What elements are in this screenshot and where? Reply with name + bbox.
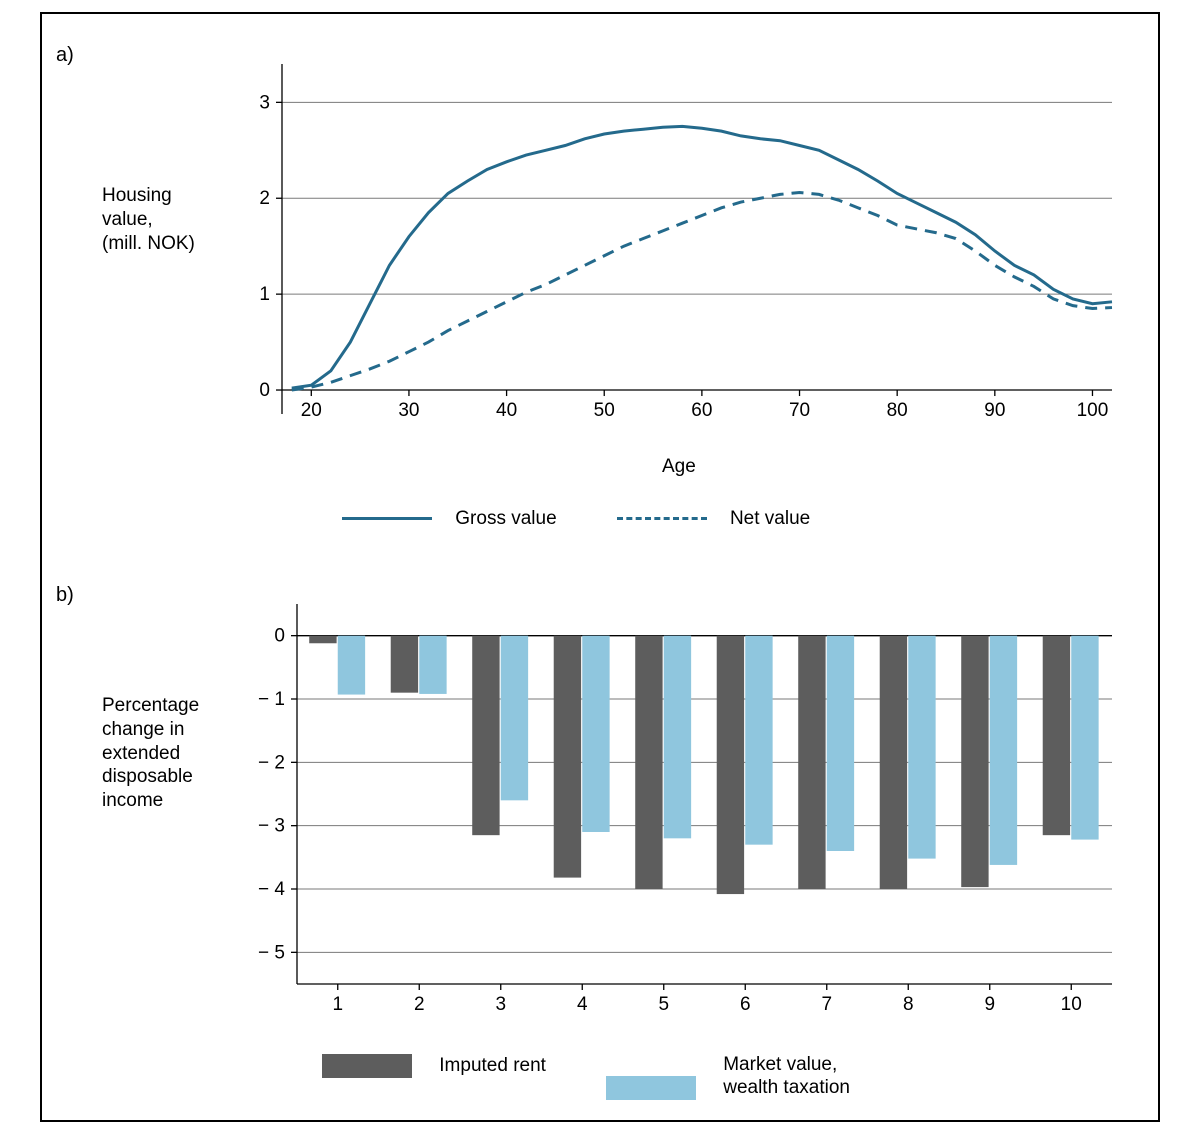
y-axis-line: extended	[102, 742, 199, 766]
svg-text:20: 20	[301, 400, 322, 421]
svg-text:10: 10	[1061, 994, 1082, 1015]
panel-b-bar-chart: 0− 1− 2− 3− 4− 512345678910	[242, 594, 1122, 984]
y-axis-line: (mill. NOK)	[102, 232, 195, 256]
legend-line-dashed-icon	[617, 517, 707, 520]
y-axis-line: value,	[102, 208, 195, 232]
svg-text:0: 0	[274, 626, 285, 647]
svg-text:2: 2	[259, 188, 270, 209]
legend-line-solid-icon	[342, 517, 432, 520]
svg-text:2: 2	[414, 994, 425, 1015]
legend-swatch-icon	[606, 1076, 696, 1100]
panel-b-label: b)	[56, 584, 74, 607]
svg-text:− 2: − 2	[258, 752, 285, 773]
svg-text:9: 9	[984, 994, 995, 1015]
svg-text:70: 70	[789, 400, 810, 421]
svg-text:− 1: − 1	[258, 689, 285, 710]
page: a) b) Housing value, (mill. NOK) 0123203…	[0, 0, 1200, 1136]
figure-frame: a) b) Housing value, (mill. NOK) 0123203…	[40, 12, 1160, 1122]
legend-label-line: wealth taxation	[723, 1077, 850, 1098]
svg-text:0: 0	[259, 380, 270, 401]
svg-text:1: 1	[259, 284, 270, 305]
legend-label: Gross value	[455, 508, 556, 529]
panel-a-x-axis-title: Age	[662, 456, 696, 478]
svg-text:80: 80	[887, 400, 908, 421]
panel-b-legend: Imputed rent Market value, wealth taxati…	[322, 1054, 1102, 1104]
panel-a-label: a)	[56, 44, 74, 67]
legend-label: Imputed rent	[439, 1055, 546, 1076]
svg-text:− 4: − 4	[258, 879, 285, 900]
panel-a-legend: Gross value Net value	[342, 504, 942, 534]
svg-text:30: 30	[398, 400, 419, 421]
panel-a-line-chart: 01232030405060708090100	[242, 54, 1122, 414]
legend-item-net: Net value	[617, 508, 811, 530]
svg-text:3: 3	[495, 994, 506, 1015]
svg-text:5: 5	[658, 994, 669, 1015]
svg-text:100: 100	[1077, 400, 1109, 421]
svg-text:90: 90	[984, 400, 1005, 421]
legend-label-line: Market value,	[723, 1054, 837, 1075]
svg-text:− 5: − 5	[258, 942, 285, 963]
svg-text:1: 1	[332, 994, 343, 1015]
svg-text:50: 50	[594, 400, 615, 421]
legend-label: Market value, wealth taxation	[723, 1054, 850, 1100]
svg-text:6: 6	[740, 994, 751, 1015]
y-axis-line: change in	[102, 718, 199, 742]
svg-text:60: 60	[691, 400, 712, 421]
svg-text:4: 4	[577, 994, 588, 1015]
svg-text:8: 8	[903, 994, 914, 1015]
y-axis-line: Housing	[102, 184, 195, 208]
panel-a-y-axis-title: Housing value, (mill. NOK)	[102, 184, 195, 255]
legend-item-market: Market value, wealth taxation	[606, 1054, 850, 1100]
y-axis-line: income	[102, 789, 199, 813]
legend-swatch-icon	[322, 1054, 412, 1078]
legend-item-imputed: Imputed rent	[322, 1054, 546, 1078]
legend-label: Net value	[730, 508, 810, 529]
svg-text:7: 7	[821, 994, 832, 1015]
y-axis-line: disposable	[102, 765, 199, 789]
svg-text:3: 3	[259, 92, 270, 113]
y-axis-line: Percentage	[102, 694, 199, 718]
svg-text:40: 40	[496, 400, 517, 421]
panel-b-y-axis-title: Percentage change in extended disposable…	[102, 694, 199, 813]
svg-text:− 3: − 3	[258, 816, 285, 837]
legend-item-gross: Gross value	[342, 508, 557, 530]
